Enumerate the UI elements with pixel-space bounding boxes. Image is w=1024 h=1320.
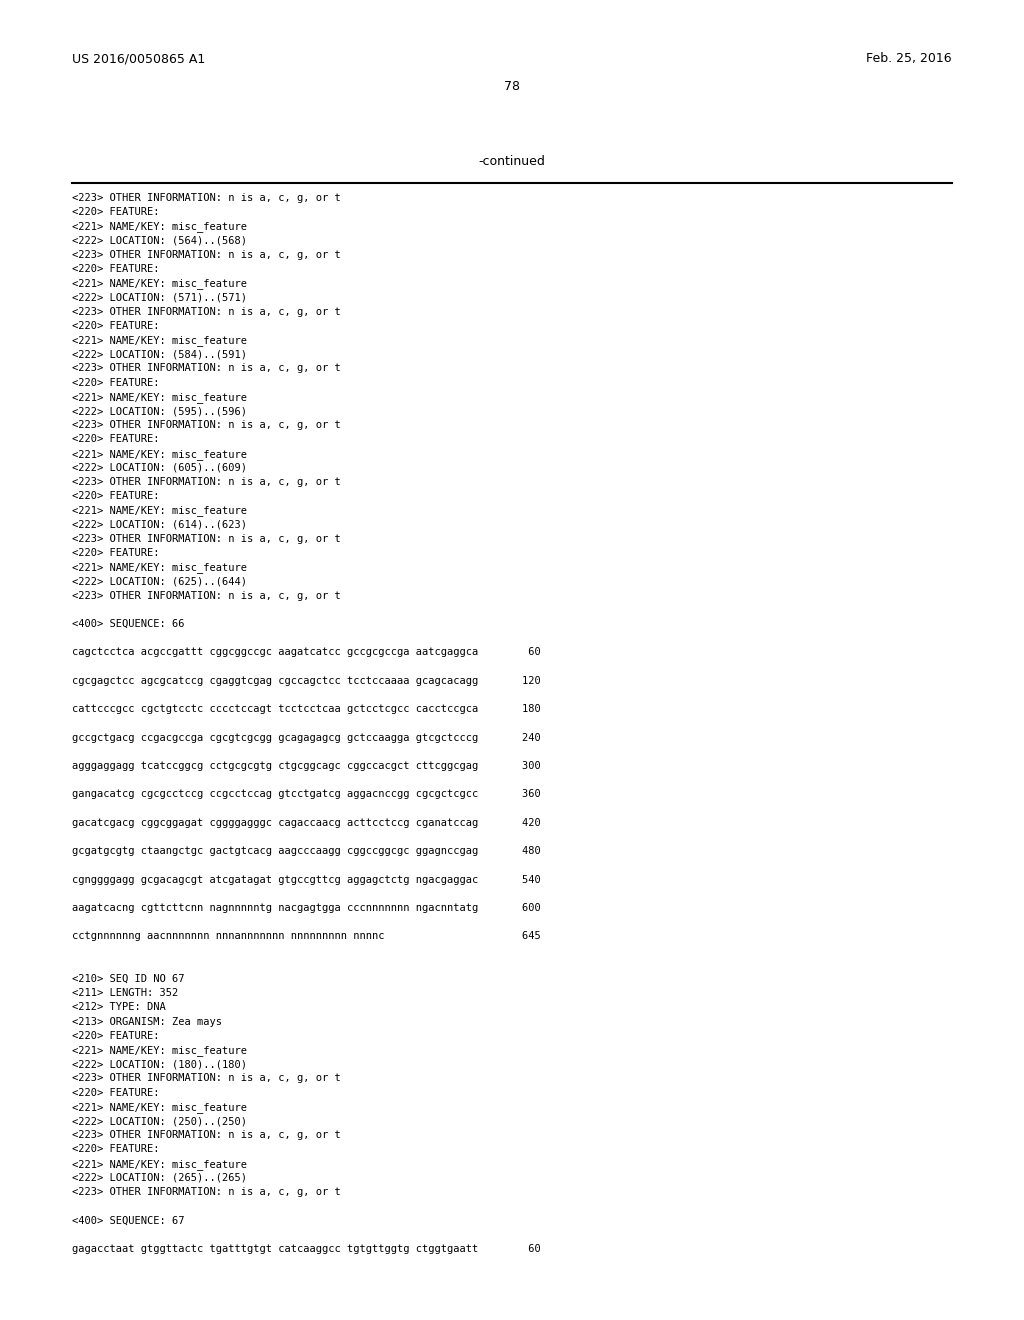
Text: <223> OTHER INFORMATION: n is a, c, g, or t: <223> OTHER INFORMATION: n is a, c, g, o…: [72, 306, 341, 317]
Text: US 2016/0050865 A1: US 2016/0050865 A1: [72, 51, 205, 65]
Text: <221> NAME/KEY: misc_feature: <221> NAME/KEY: misc_feature: [72, 279, 247, 289]
Text: <223> OTHER INFORMATION: n is a, c, g, or t: <223> OTHER INFORMATION: n is a, c, g, o…: [72, 1187, 341, 1197]
Text: <222> LOCATION: (265)..(265): <222> LOCATION: (265)..(265): [72, 1172, 247, 1183]
Text: <220> FEATURE:: <220> FEATURE:: [72, 548, 160, 558]
Text: <223> OTHER INFORMATION: n is a, c, g, or t: <223> OTHER INFORMATION: n is a, c, g, o…: [72, 420, 341, 430]
Text: <221> NAME/KEY: misc_feature: <221> NAME/KEY: misc_feature: [72, 506, 247, 516]
Text: <222> LOCATION: (625)..(644): <222> LOCATION: (625)..(644): [72, 577, 247, 586]
Text: <221> NAME/KEY: misc_feature: <221> NAME/KEY: misc_feature: [72, 392, 247, 403]
Text: <400> SEQUENCE: 67: <400> SEQUENCE: 67: [72, 1216, 184, 1225]
Text: <220> FEATURE:: <220> FEATURE:: [72, 378, 160, 388]
Text: <222> LOCATION: (250)..(250): <222> LOCATION: (250)..(250): [72, 1115, 247, 1126]
Text: <222> LOCATION: (564)..(568): <222> LOCATION: (564)..(568): [72, 235, 247, 246]
Text: <223> OTHER INFORMATION: n is a, c, g, or t: <223> OTHER INFORMATION: n is a, c, g, o…: [72, 477, 341, 487]
Text: <213> ORGANISM: Zea mays: <213> ORGANISM: Zea mays: [72, 1016, 222, 1027]
Text: <212> TYPE: DNA: <212> TYPE: DNA: [72, 1002, 166, 1012]
Text: gagacctaat gtggttactc tgatttgtgt catcaaggcc tgtgttggtg ctggtgaatt        60: gagacctaat gtggttactc tgatttgtgt catcaag…: [72, 1243, 541, 1254]
Text: <222> LOCATION: (571)..(571): <222> LOCATION: (571)..(571): [72, 293, 247, 302]
Text: <221> NAME/KEY: misc_feature: <221> NAME/KEY: misc_feature: [72, 335, 247, 346]
Text: cagctcctca acgccgattt cggcggccgc aagatcatcc gccgcgccga aatcgaggca        60: cagctcctca acgccgattt cggcggccgc aagatca…: [72, 647, 541, 657]
Text: aagatcacng cgttcttcnn nagnnnnntg nacgagtgga cccnnnnnnn ngacnntatg       600: aagatcacng cgttcttcnn nagnnnnntg nacgagt…: [72, 903, 541, 913]
Text: <223> OTHER INFORMATION: n is a, c, g, or t: <223> OTHER INFORMATION: n is a, c, g, o…: [72, 193, 341, 203]
Text: <211> LENGTH: 352: <211> LENGTH: 352: [72, 989, 178, 998]
Text: <223> OTHER INFORMATION: n is a, c, g, or t: <223> OTHER INFORMATION: n is a, c, g, o…: [72, 1073, 341, 1084]
Text: gacatcgacg cggcggagat cggggagggc cagaccaacg acttcctccg cganatccag       420: gacatcgacg cggcggagat cggggagggc cagacca…: [72, 818, 541, 828]
Text: <210> SEQ ID NO 67: <210> SEQ ID NO 67: [72, 974, 184, 983]
Text: <220> FEATURE:: <220> FEATURE:: [72, 207, 160, 218]
Text: <400> SEQUENCE: 66: <400> SEQUENCE: 66: [72, 619, 184, 630]
Text: <220> FEATURE:: <220> FEATURE:: [72, 434, 160, 445]
Text: <223> OTHER INFORMATION: n is a, c, g, or t: <223> OTHER INFORMATION: n is a, c, g, o…: [72, 249, 341, 260]
Text: gangacatcg cgcgcctccg ccgcctccag gtcctgatcg aggacnccgg cgcgctcgcc       360: gangacatcg cgcgcctccg ccgcctccag gtcctga…: [72, 789, 541, 800]
Text: <220> FEATURE:: <220> FEATURE:: [72, 1031, 160, 1040]
Text: <220> FEATURE:: <220> FEATURE:: [72, 491, 160, 502]
Text: <223> OTHER INFORMATION: n is a, c, g, or t: <223> OTHER INFORMATION: n is a, c, g, o…: [72, 363, 341, 374]
Text: -continued: -continued: [478, 154, 546, 168]
Text: cattcccgcc cgctgtcctc cccctccagt tcctcctcaa gctcctcgcc cacctccgca       180: cattcccgcc cgctgtcctc cccctccagt tcctcct…: [72, 704, 541, 714]
Text: <221> NAME/KEY: misc_feature: <221> NAME/KEY: misc_feature: [72, 1102, 247, 1113]
Text: <222> LOCATION: (180)..(180): <222> LOCATION: (180)..(180): [72, 1059, 247, 1069]
Text: <220> FEATURE:: <220> FEATURE:: [72, 321, 160, 331]
Text: Feb. 25, 2016: Feb. 25, 2016: [866, 51, 952, 65]
Text: <223> OTHER INFORMATION: n is a, c, g, or t: <223> OTHER INFORMATION: n is a, c, g, o…: [72, 533, 341, 544]
Text: <221> NAME/KEY: misc_feature: <221> NAME/KEY: misc_feature: [72, 1159, 247, 1170]
Text: cgnggggagg gcgacagcgt atcgatagat gtgccgttcg aggagctctg ngacgaggac       540: cgnggggagg gcgacagcgt atcgatagat gtgccgt…: [72, 875, 541, 884]
Text: cgcgagctcc agcgcatccg cgaggtcgag cgccagctcc tcctccaaaa gcagcacagg       120: cgcgagctcc agcgcatccg cgaggtcgag cgccagc…: [72, 676, 541, 686]
Text: <220> FEATURE:: <220> FEATURE:: [72, 1144, 160, 1155]
Text: <223> OTHER INFORMATION: n is a, c, g, or t: <223> OTHER INFORMATION: n is a, c, g, o…: [72, 590, 341, 601]
Text: <223> OTHER INFORMATION: n is a, c, g, or t: <223> OTHER INFORMATION: n is a, c, g, o…: [72, 1130, 341, 1140]
Text: <222> LOCATION: (614)..(623): <222> LOCATION: (614)..(623): [72, 520, 247, 529]
Text: 78: 78: [504, 81, 520, 92]
Text: cctgnnnnnng aacnnnnnnn nnnannnnnnn nnnnnnnnn nnnnc                      645: cctgnnnnnng aacnnnnnnn nnnannnnnnn nnnnn…: [72, 932, 541, 941]
Text: gccgctgacg ccgacgccga cgcgtcgcgg gcagagagcg gctccaagga gtcgctcccg       240: gccgctgacg ccgacgccga cgcgtcgcgg gcagaga…: [72, 733, 541, 743]
Text: <221> NAME/KEY: misc_feature: <221> NAME/KEY: misc_feature: [72, 449, 247, 459]
Text: gcgatgcgtg ctaangctgc gactgtcacg aagcccaagg cggccggcgc ggagnccgag       480: gcgatgcgtg ctaangctgc gactgtcacg aagccca…: [72, 846, 541, 857]
Text: <222> LOCATION: (605)..(609): <222> LOCATION: (605)..(609): [72, 463, 247, 473]
Text: <222> LOCATION: (584)..(591): <222> LOCATION: (584)..(591): [72, 350, 247, 359]
Text: agggaggagg tcatccggcg cctgcgcgtg ctgcggcagc cggccacgct cttcggcgag       300: agggaggagg tcatccggcg cctgcgcgtg ctgcggc…: [72, 762, 541, 771]
Text: <222> LOCATION: (595)..(596): <222> LOCATION: (595)..(596): [72, 407, 247, 416]
Text: <221> NAME/KEY: misc_feature: <221> NAME/KEY: misc_feature: [72, 222, 247, 232]
Text: <221> NAME/KEY: misc_feature: <221> NAME/KEY: misc_feature: [72, 1045, 247, 1056]
Text: <220> FEATURE:: <220> FEATURE:: [72, 264, 160, 275]
Text: <221> NAME/KEY: misc_feature: <221> NAME/KEY: misc_feature: [72, 562, 247, 573]
Text: <220> FEATURE:: <220> FEATURE:: [72, 1088, 160, 1098]
